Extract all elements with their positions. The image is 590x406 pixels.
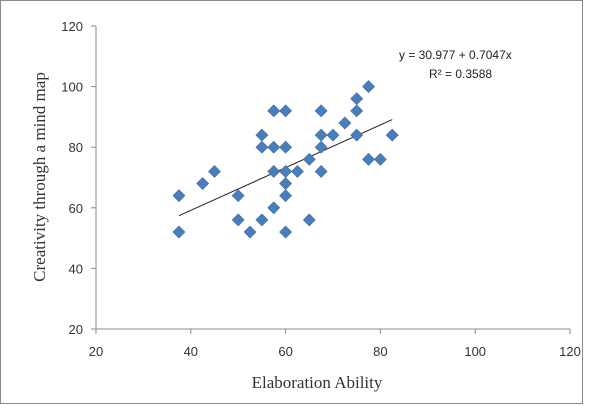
data-point: [255, 128, 269, 142]
x-tick-label: 60: [278, 344, 292, 359]
data-point: [267, 140, 281, 154]
y-tick-label: 100: [61, 80, 83, 95]
data-point: [350, 104, 364, 118]
data-point: [255, 213, 269, 227]
data-point: [302, 213, 316, 227]
data-point: [350, 92, 364, 106]
x-tick-label: 20: [89, 344, 103, 359]
data-point: [326, 128, 340, 142]
data-point: [172, 225, 186, 239]
data-point: [172, 189, 186, 203]
data-point: [338, 116, 352, 130]
data-point: [373, 152, 387, 166]
data-point: [267, 104, 281, 118]
data-point: [279, 165, 293, 178]
data-point: [362, 152, 375, 166]
data-point: [255, 140, 269, 154]
r-squared-label: R² = 0.3588: [429, 67, 492, 81]
data-point: [279, 189, 293, 203]
data-point: [314, 128, 328, 142]
y-tick-label: 80: [69, 140, 83, 155]
data-point: [314, 165, 328, 178]
x-axis-title: Elaboration Ability: [252, 373, 383, 392]
data-point: [279, 177, 293, 190]
data-point: [350, 128, 364, 142]
x-tick-label: 80: [373, 344, 387, 359]
y-tick-label: 120: [61, 19, 83, 34]
data-point: [279, 104, 293, 118]
x-tick-label: 120: [559, 344, 581, 359]
data-point: [279, 225, 293, 239]
data-point: [302, 152, 316, 166]
data-point: [267, 165, 281, 178]
y-tick-label: 20: [69, 322, 83, 337]
data-point: [231, 189, 245, 203]
y-tick-label: 40: [69, 261, 83, 276]
ticks-layer: 20 40 60 80 100 120 20 40 60 80 100 120: [61, 19, 581, 359]
points-layer: [172, 80, 399, 239]
y-axis-title: Creativity through a mind map: [30, 72, 49, 282]
trendline-equation: y = 30.977 + 0.7047x: [399, 48, 512, 62]
data-point: [243, 225, 257, 239]
x-tick-label: 40: [184, 344, 198, 359]
data-point: [279, 140, 293, 154]
data-point: [196, 177, 210, 190]
data-point: [314, 104, 328, 118]
data-point: [231, 213, 245, 227]
data-point: [385, 128, 399, 142]
data-point: [267, 201, 281, 215]
data-point: [362, 80, 375, 94]
y-tick-label: 60: [69, 201, 83, 216]
x-tick-label: 100: [464, 344, 486, 359]
data-point: [314, 140, 328, 154]
data-point: [208, 165, 221, 178]
data-point: [291, 165, 304, 178]
